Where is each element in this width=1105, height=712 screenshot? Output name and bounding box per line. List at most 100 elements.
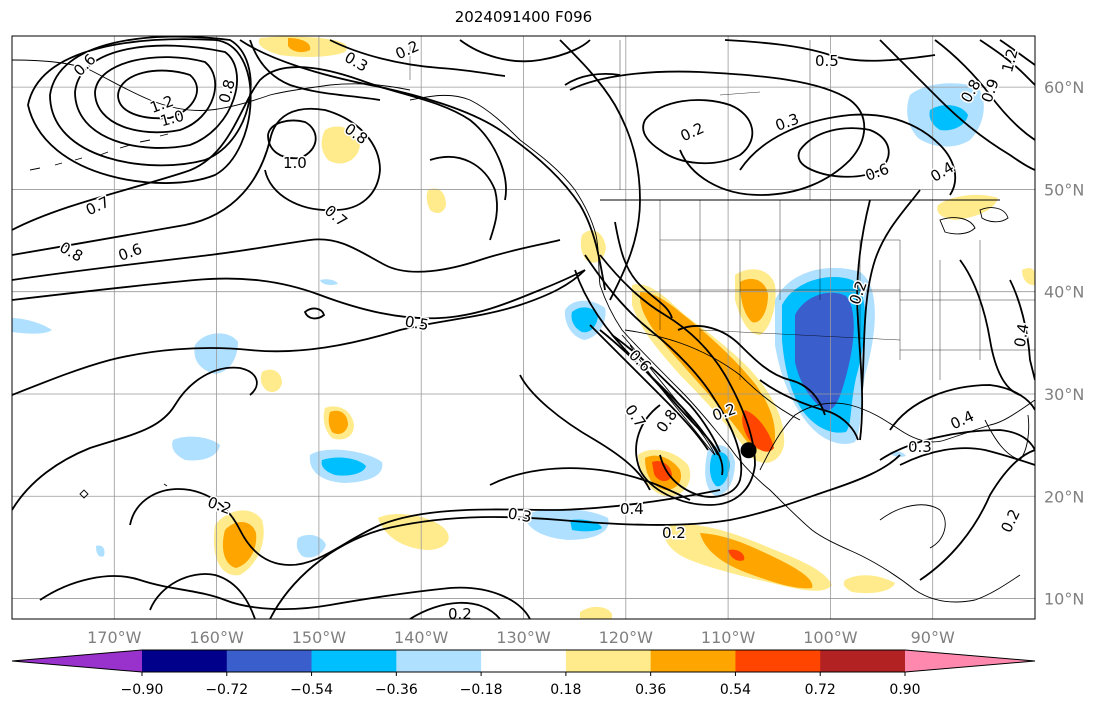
hawaii-islands bbox=[79, 483, 168, 499]
contour-line bbox=[559, 39, 641, 301]
contour-line bbox=[856, 199, 871, 441]
latitude-tick-label: 20°N bbox=[1044, 487, 1084, 506]
contour-label: 0.2 bbox=[678, 119, 707, 145]
contour-line bbox=[409, 601, 501, 619]
contour-line bbox=[129, 488, 721, 566]
contour-line bbox=[564, 72, 621, 86]
longitude-axis: 170°W 160°W 150°W 140°W 130°W 120°W 110°W 100°W… bbox=[87, 628, 955, 647]
negative-anomaly-peak bbox=[795, 292, 854, 411]
contour-line bbox=[27, 38, 252, 184]
contour-line bbox=[979, 39, 1035, 86]
contour-line bbox=[12, 107, 381, 256]
colorbar-low-extension bbox=[12, 650, 142, 672]
contour-line bbox=[861, 189, 921, 391]
contour-line bbox=[39, 575, 531, 619]
contour-label: 0.5 bbox=[815, 52, 839, 70]
contour-label: 0.9 bbox=[978, 76, 1003, 105]
contour-label: 0.2 bbox=[448, 605, 472, 623]
contour-label: 0.5 bbox=[403, 312, 430, 334]
contour-line bbox=[599, 329, 719, 456]
longitude-tick-label: 100°W bbox=[803, 628, 858, 647]
contour-label: 0.2 bbox=[662, 524, 686, 542]
contour-line bbox=[759, 379, 859, 441]
contour-line bbox=[889, 384, 1035, 431]
colorbar-tick-label: −0.18 bbox=[460, 682, 503, 698]
longitude-tick-label: 130°W bbox=[496, 628, 551, 647]
latitude-tick-label: 30°N bbox=[1044, 385, 1084, 404]
contour-label: 0.7 bbox=[83, 193, 112, 219]
negative-anomaly-core bbox=[321, 457, 366, 476]
colorbar-segment bbox=[226, 650, 313, 672]
positive-anomaly-peak bbox=[728, 549, 745, 561]
contour-line bbox=[569, 70, 866, 196]
colorbar-segment bbox=[311, 650, 397, 672]
north-america-coastline bbox=[409, 94, 1021, 603]
contour-line bbox=[999, 39, 1035, 66]
contour-line bbox=[879, 39, 1035, 171]
alaska-coast bbox=[12, 59, 411, 111]
contour-line bbox=[642, 99, 754, 165]
contour-line bbox=[739, 113, 957, 196]
contour-line bbox=[249, 39, 381, 101]
positive-anomaly-peak bbox=[742, 410, 774, 452]
map-frame bbox=[11, 35, 1036, 620]
shaded-field bbox=[12, 36, 1035, 619]
negative-anomaly-region bbox=[96, 545, 105, 557]
contour-line bbox=[519, 374, 651, 491]
negative-anomaly-region bbox=[12, 318, 52, 334]
contour-line bbox=[599, 254, 756, 506]
contour-line bbox=[74, 44, 238, 149]
contour-line bbox=[429, 155, 498, 241]
positive-anomaly-region bbox=[580, 230, 606, 263]
positive-anomaly-region bbox=[378, 514, 449, 550]
colorbar-segment bbox=[565, 650, 652, 672]
longitude-tick-label: 170°W bbox=[87, 628, 142, 647]
contour-line bbox=[724, 39, 936, 62]
negative-anomaly-region bbox=[194, 333, 238, 374]
contour-label: 0.2 bbox=[393, 37, 422, 63]
contour-line bbox=[303, 307, 326, 320]
contour-label: 0.8 bbox=[653, 406, 681, 436]
contour-label: 0.3 bbox=[341, 48, 371, 76]
latitude-axis: 10°N 20°N 30°N 40°N 50°N 60°N bbox=[1044, 78, 1084, 608]
positive-anomaly-core bbox=[740, 278, 768, 323]
contour-label: 0.4 bbox=[620, 500, 644, 518]
contour-line bbox=[149, 573, 256, 619]
positive-anomaly-region bbox=[321, 126, 360, 164]
colorbar-tick-label: 0.36 bbox=[635, 682, 666, 698]
contour-line bbox=[489, 467, 691, 501]
contour-line bbox=[267, 119, 317, 160]
contour-label: 0.7 bbox=[321, 201, 351, 230]
contour-label: 0.3 bbox=[506, 504, 533, 526]
graticule bbox=[12, 36, 1035, 619]
contour-line bbox=[614, 221, 673, 319]
contour-label: 0.7 bbox=[621, 401, 649, 431]
contour-line bbox=[919, 449, 1035, 581]
contour-line bbox=[239, 39, 606, 291]
positive-anomaly-region bbox=[426, 188, 446, 213]
coastlines bbox=[12, 59, 1035, 603]
positive-anomaly-region bbox=[937, 194, 998, 220]
contour-line bbox=[12, 269, 586, 396]
longitude-tick-label: 160°W bbox=[189, 628, 244, 647]
latitude-tick-label: 40°N bbox=[1044, 283, 1084, 302]
colorbar-high-extension bbox=[905, 650, 1035, 672]
colorbar-tick-label: 0.72 bbox=[805, 682, 836, 698]
contour-label: 1.0 bbox=[283, 154, 307, 172]
colorbar-tick-label: 0.54 bbox=[720, 682, 751, 698]
contour-lines bbox=[12, 36, 1035, 619]
contour-line bbox=[899, 447, 1035, 466]
yucatan-coast bbox=[879, 504, 946, 549]
contour-line bbox=[117, 69, 198, 120]
colorbar-tick-label: 0.90 bbox=[889, 682, 920, 698]
aleutian-islands bbox=[29, 133, 169, 171]
colorbar-tick-label: −0.72 bbox=[205, 682, 248, 698]
colorbar-segment bbox=[650, 650, 736, 672]
negative-anomaly-region bbox=[525, 508, 609, 540]
colorbar-tick-label: −0.54 bbox=[290, 682, 333, 698]
map-area: 0.6 1.2 1.0 0.8 0.3 0.2 0.8 1.0 0.7 0.8 … bbox=[12, 36, 1035, 623]
colorbar-segment bbox=[142, 650, 228, 672]
positive-anomaly-region bbox=[843, 575, 895, 594]
gulf-coast bbox=[759, 399, 1035, 471]
